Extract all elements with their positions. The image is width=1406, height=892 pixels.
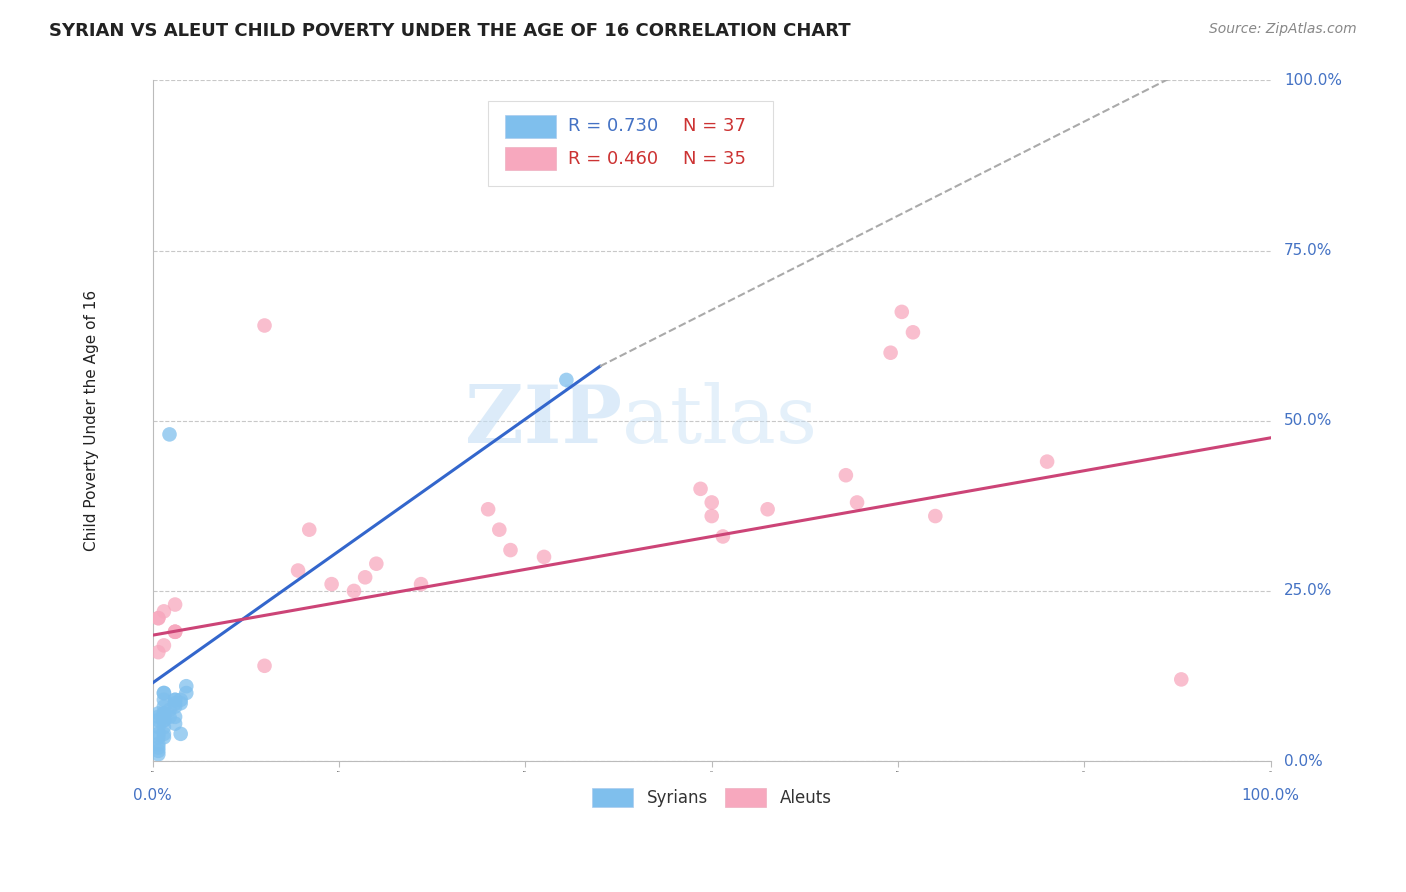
Point xyxy=(148,747,170,762)
Point xyxy=(153,699,176,714)
Point xyxy=(165,624,187,639)
Point xyxy=(159,710,181,724)
FancyBboxPatch shape xyxy=(488,101,773,186)
Point xyxy=(165,693,187,707)
Legend: Syrians, Aleuts: Syrians, Aleuts xyxy=(585,781,838,814)
Point xyxy=(343,583,366,598)
Point xyxy=(165,693,187,707)
Point xyxy=(170,696,193,710)
Point xyxy=(321,577,343,591)
Point xyxy=(148,645,170,659)
Text: 100.0%: 100.0% xyxy=(1284,73,1343,88)
Point xyxy=(253,658,276,673)
Point xyxy=(153,686,176,700)
Point xyxy=(924,509,946,524)
Point xyxy=(879,345,901,359)
Text: 25.0%: 25.0% xyxy=(1284,583,1333,599)
Point xyxy=(159,427,181,442)
Point xyxy=(153,731,176,745)
Point xyxy=(287,564,309,578)
Text: 100.0%: 100.0% xyxy=(1241,789,1299,804)
FancyBboxPatch shape xyxy=(505,114,557,137)
Point xyxy=(1170,673,1192,687)
Point xyxy=(148,611,170,625)
Point xyxy=(901,326,924,340)
Point xyxy=(555,373,578,387)
Point xyxy=(499,543,522,558)
Point xyxy=(689,482,711,496)
Point xyxy=(148,731,170,745)
Point xyxy=(165,710,187,724)
Point xyxy=(409,577,432,591)
Point xyxy=(148,713,170,727)
Point xyxy=(153,710,176,724)
Point xyxy=(153,706,176,721)
Point xyxy=(148,737,170,751)
Point xyxy=(148,611,170,625)
Point xyxy=(756,502,779,516)
Text: Child Poverty Under the Age of 16: Child Poverty Under the Age of 16 xyxy=(84,290,98,551)
Point xyxy=(165,624,187,639)
Point xyxy=(153,706,176,721)
Text: SYRIAN VS ALEUT CHILD POVERTY UNDER THE AGE OF 16 CORRELATION CHART: SYRIAN VS ALEUT CHILD POVERTY UNDER THE … xyxy=(49,22,851,40)
Text: atlas: atlas xyxy=(623,382,817,459)
Text: 0.0%: 0.0% xyxy=(134,789,172,804)
Point xyxy=(165,624,187,639)
Point xyxy=(170,693,193,707)
Point xyxy=(148,740,170,755)
Text: N = 37: N = 37 xyxy=(683,117,745,135)
Point xyxy=(165,699,187,714)
Point xyxy=(148,710,170,724)
Text: 0.0%: 0.0% xyxy=(1284,754,1323,769)
FancyBboxPatch shape xyxy=(505,147,557,170)
Point xyxy=(366,557,388,571)
Point xyxy=(711,529,734,543)
Point xyxy=(253,318,276,333)
Text: 75.0%: 75.0% xyxy=(1284,244,1333,258)
Text: Source: ZipAtlas.com: Source: ZipAtlas.com xyxy=(1209,22,1357,37)
Text: 50.0%: 50.0% xyxy=(1284,413,1333,428)
Point xyxy=(1036,455,1059,469)
Point xyxy=(700,495,723,509)
Point xyxy=(846,495,869,509)
Point xyxy=(153,713,176,727)
Point xyxy=(174,679,197,693)
Point xyxy=(165,598,187,612)
Point xyxy=(153,604,176,618)
Point xyxy=(298,523,321,537)
Point xyxy=(354,570,377,584)
Point xyxy=(148,727,170,741)
Point xyxy=(165,716,187,731)
Text: N = 35: N = 35 xyxy=(683,150,745,168)
Point xyxy=(890,305,912,319)
Point xyxy=(159,703,181,717)
Point xyxy=(153,693,176,707)
Point xyxy=(148,720,170,734)
Text: R = 0.460: R = 0.460 xyxy=(568,150,658,168)
Point xyxy=(165,696,187,710)
Text: ZIP: ZIP xyxy=(465,382,623,459)
Point xyxy=(174,686,197,700)
Point xyxy=(170,727,193,741)
Point xyxy=(153,713,176,727)
Text: R = 0.730: R = 0.730 xyxy=(568,117,658,135)
Point xyxy=(153,720,176,734)
Point xyxy=(700,509,723,524)
Point xyxy=(148,744,170,758)
Point xyxy=(148,706,170,721)
Point xyxy=(153,686,176,700)
Point xyxy=(835,468,858,483)
Point xyxy=(533,549,555,564)
Point xyxy=(153,639,176,653)
Point xyxy=(153,727,176,741)
Point xyxy=(488,523,510,537)
Point xyxy=(477,502,499,516)
